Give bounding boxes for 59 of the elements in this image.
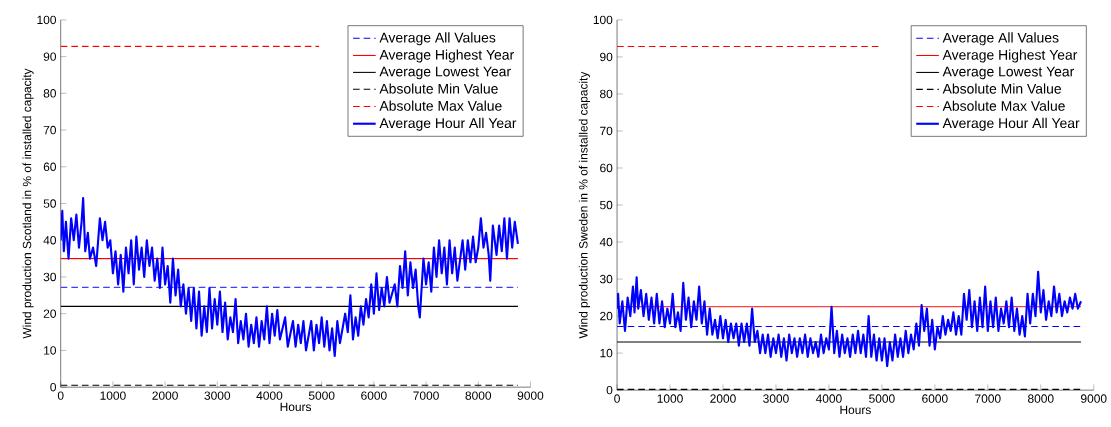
legend-label: Average Hour All Year — [942, 117, 1080, 131]
y-axis-title: Wind production Scotland in % of installed capacity — [22, 68, 34, 339]
x-tick-label: 3000 — [763, 394, 789, 403]
y-tick-label: 10 — [44, 346, 56, 355]
x-tick-label: 5000 — [869, 394, 895, 403]
y-tick-label: 70 — [43, 125, 56, 135]
legend-label: Average All Values — [379, 32, 496, 46]
y-tick-label: 80 — [600, 89, 613, 99]
y-tick-label: 100 — [593, 15, 613, 25]
y-tick-label: 40 — [599, 237, 613, 247]
line-series — [617, 270, 1083, 368]
legend-label: Absolute Min Value — [379, 83, 498, 94]
line-series — [60, 196, 519, 358]
y-tick-label: 50 — [600, 200, 613, 210]
y-tick-label: 70 — [600, 126, 613, 136]
legend-label: Absolute Min Value — [942, 83, 1061, 94]
x-tick-label: 2000 — [710, 394, 736, 403]
x-tick-label: 4000 — [256, 391, 283, 400]
y-axis-title: Wind production Sweden in % of installed capacity — [578, 71, 590, 339]
x-tick-label: 3000 — [204, 391, 231, 400]
x-tick-label: 7000 — [413, 391, 439, 400]
y-tick-label: 0 — [50, 382, 56, 392]
y-tick-label: 100 — [37, 15, 56, 25]
y-tick-label: 30 — [599, 274, 613, 284]
legend-label: Absolute Max Value — [942, 100, 1065, 111]
x-tick-label: 0 — [57, 391, 64, 400]
y-tick-label: 60 — [600, 163, 613, 173]
y-tick-label: 40 — [43, 236, 56, 245]
legend-label: Average All Values — [942, 32, 1059, 46]
x-tick-label: 1000 — [100, 391, 126, 400]
y-tick-label: 50 — [43, 199, 56, 208]
legend-label: Average Highest Year — [379, 49, 514, 63]
x-tick-label: 5000 — [308, 391, 335, 400]
y-tick-label: 80 — [43, 89, 56, 98]
legend-label: Average Hour All Year — [379, 117, 517, 131]
x-axis-title: Hours — [840, 405, 871, 415]
x-tick-label: 0 — [614, 394, 620, 403]
x-tick-label: 9000 — [1081, 394, 1107, 403]
legend-label: Average Lowest Year — [379, 66, 511, 80]
y-tick-label: 20 — [43, 309, 56, 318]
x-tick-label: 2000 — [152, 391, 178, 400]
x-axis-title: Hours — [280, 402, 312, 412]
x-tick-label: 1000 — [657, 394, 683, 403]
y-tick-label: 90 — [43, 52, 56, 61]
x-tick-label: 7000 — [975, 394, 1001, 403]
legend-label: Average Highest Year — [942, 49, 1078, 63]
y-tick-label: 10 — [600, 348, 613, 358]
x-tick-label: 6000 — [361, 391, 387, 400]
y-tick-label: 30 — [43, 272, 56, 282]
x-tick-label: 8000 — [465, 391, 492, 400]
x-tick-label: 4000 — [815, 394, 842, 403]
y-tick-label: 20 — [600, 311, 613, 321]
y-tick-label: 90 — [600, 52, 613, 62]
legend-label: Average Lowest Year — [942, 66, 1075, 80]
x-tick-label: 8000 — [1028, 394, 1054, 403]
x-tick-label: 6000 — [922, 394, 948, 403]
x-tick-label: 9000 — [517, 391, 544, 400]
y-tick-label: 60 — [43, 162, 56, 172]
legend-label: Absolute Max Value — [379, 100, 502, 111]
